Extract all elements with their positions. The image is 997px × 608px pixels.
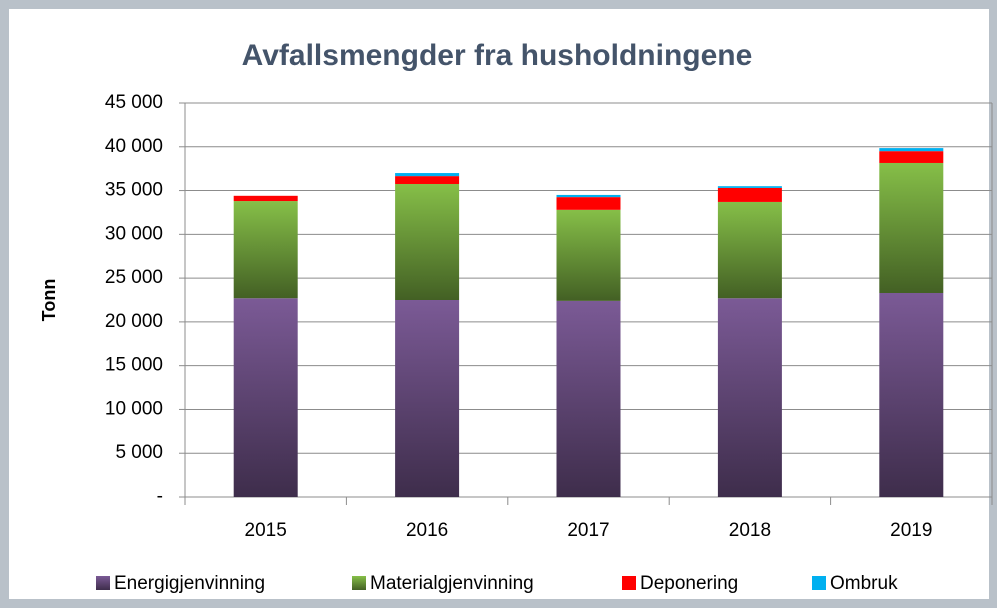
y-tick-label: 35 000 (105, 180, 163, 201)
chart-area (9, 9, 989, 599)
legend-label: Materialgjenvinning (370, 573, 534, 594)
x-tick-label: 2017 (567, 520, 609, 541)
bar-segment (556, 209, 621, 301)
x-tick-label: 2018 (729, 520, 771, 541)
bar-segment (395, 300, 460, 497)
y-tick-label: 10 000 (105, 398, 163, 419)
bar-segment (879, 162, 944, 293)
bar-segment (395, 183, 460, 300)
x-tick-label: 2016 (406, 520, 448, 541)
legend-swatch (812, 576, 826, 590)
bar-segment (556, 197, 621, 210)
bar-segment (879, 148, 944, 152)
y-tick-label: 5 000 (115, 442, 163, 463)
legend-label: Ombruk (830, 573, 898, 594)
bar-segment (395, 173, 460, 177)
bar-segment (717, 187, 782, 202)
y-tick-label: 45 000 (105, 92, 163, 113)
bar-segment (395, 176, 460, 184)
y-tick-label: 40 000 (105, 136, 163, 157)
bar-segment (233, 195, 298, 202)
bar-segment (556, 194, 621, 198)
legend-swatch (96, 576, 110, 590)
bar-segment (233, 298, 298, 497)
legend-swatch (622, 576, 636, 590)
bar-segment (233, 201, 298, 299)
y-axis-label: Tonn (39, 279, 59, 322)
legend-swatch (352, 576, 366, 590)
y-tick-label: 20 000 (105, 311, 163, 332)
y-tick-label: 15 000 (105, 355, 163, 376)
bar-segment (717, 298, 782, 497)
y-tick-label: 25 000 (105, 267, 163, 288)
x-tick-label: 2019 (890, 520, 932, 541)
bar-segment (879, 151, 944, 163)
bar-segment (717, 201, 782, 299)
y-tick-label: - (157, 486, 163, 507)
bar-segment (879, 292, 944, 497)
legend-label: Energigjenvinning (114, 573, 265, 594)
y-tick-label: 30 000 (105, 223, 163, 244)
legend-label: Deponering (640, 573, 738, 594)
bar-segment (556, 300, 621, 497)
chart-title: Avfallsmengder fra husholdningene (242, 39, 753, 72)
x-tick-label: 2015 (245, 520, 287, 541)
bar-segment (717, 186, 782, 188)
